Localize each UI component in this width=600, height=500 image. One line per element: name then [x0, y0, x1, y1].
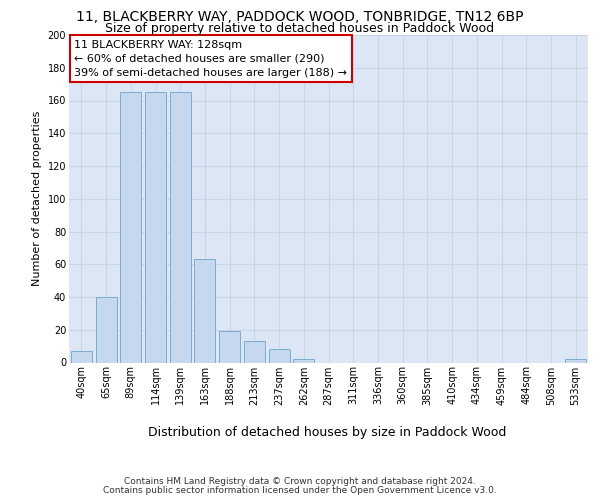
Bar	[145, 92, 166, 362]
Text: 11 BLACKBERRY WAY: 128sqm
← 60% of detached houses are smaller (290)
39% of semi: 11 BLACKBERRY WAY: 128sqm ← 60% of detac…	[74, 40, 347, 78]
Bar	[170, 92, 191, 362]
Text: Distribution of detached houses by size in Paddock Wood: Distribution of detached houses by size …	[148, 426, 506, 439]
Y-axis label: Number of detached properties: Number of detached properties	[32, 111, 42, 286]
Text: Size of property relative to detached houses in Paddock Wood: Size of property relative to detached ho…	[106, 22, 494, 35]
Bar	[219, 332, 240, 362]
Bar	[565, 359, 586, 362]
Bar	[194, 260, 215, 362]
Bar	[269, 350, 290, 362]
Text: Contains HM Land Registry data © Crown copyright and database right 2024.: Contains HM Land Registry data © Crown c…	[124, 477, 476, 486]
Bar	[95, 297, 116, 362]
Text: 11, BLACKBERRY WAY, PADDOCK WOOD, TONBRIDGE, TN12 6BP: 11, BLACKBERRY WAY, PADDOCK WOOD, TONBRI…	[76, 10, 524, 24]
Bar	[71, 351, 92, 362]
Text: Contains public sector information licensed under the Open Government Licence v3: Contains public sector information licen…	[103, 486, 497, 495]
Bar	[293, 359, 314, 362]
Bar	[120, 92, 141, 362]
Bar	[244, 341, 265, 362]
